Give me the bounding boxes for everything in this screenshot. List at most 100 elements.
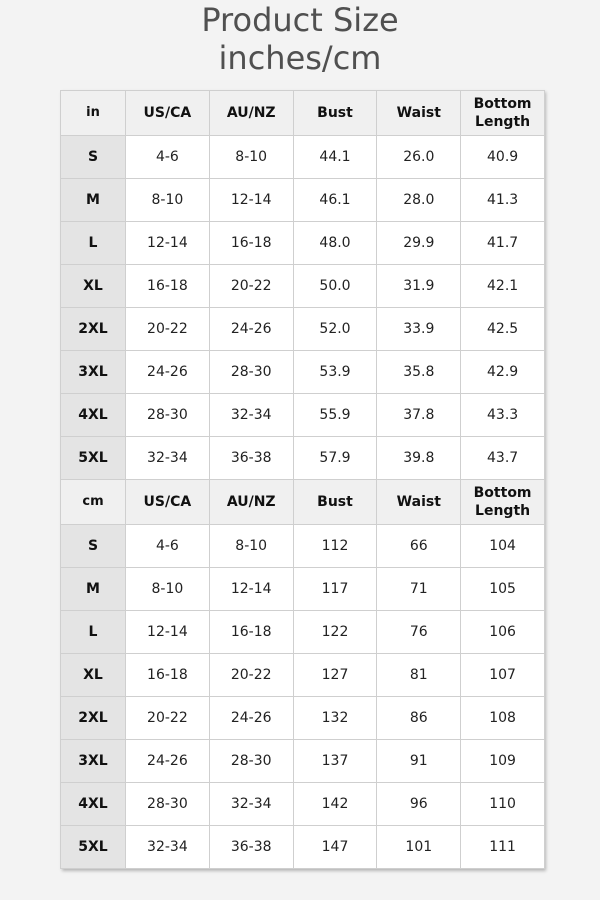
size-label: 4XL xyxy=(60,782,126,826)
table-cell: 4-6 xyxy=(125,524,210,568)
column-header: US/CA xyxy=(125,479,210,525)
table-row: 3XL 24-26 28-30 137 91 109 xyxy=(60,739,545,783)
size-label: 3XL xyxy=(60,350,126,394)
table-cell: 109 xyxy=(460,739,545,783)
table-cell: 24-26 xyxy=(208,696,294,740)
size-label: L xyxy=(60,610,126,654)
table-row: 5XL 32-34 36-38 147 101 111 xyxy=(60,825,545,869)
size-chart: in US/CA AU/NZ Bust Waist Bottom Length S 4-6 8-… xyxy=(60,90,545,869)
table-row: 4XL 28-30 32-34 55.9 37.8 43.3 xyxy=(60,393,545,437)
table-cell: 16-18 xyxy=(208,610,294,654)
table-cell: 32-34 xyxy=(208,782,294,826)
table-cell: 41.3 xyxy=(460,178,545,222)
table-cell: 8-10 xyxy=(208,135,294,179)
size-label: 4XL xyxy=(60,393,126,437)
table-cell: 20-22 xyxy=(208,653,294,697)
size-label: M xyxy=(60,567,126,611)
column-header: Bust xyxy=(292,479,378,525)
table-cell: 137 xyxy=(292,739,378,783)
table-cell: 42.5 xyxy=(460,307,545,351)
table-cell: 32-34 xyxy=(208,393,294,437)
table-cell: 71 xyxy=(376,567,462,611)
table-cell: 81 xyxy=(376,653,462,697)
table-cell: 147 xyxy=(292,825,378,869)
table-row: XL 16-18 20-22 50.0 31.9 42.1 xyxy=(60,264,545,308)
table-cell: 105 xyxy=(460,567,545,611)
header-row-in: in US/CA AU/NZ Bust Waist Bottom Length xyxy=(60,90,545,136)
table-cell: 31.9 xyxy=(376,264,462,308)
title-line-1: Product Size xyxy=(201,1,399,39)
table-cell: 16-18 xyxy=(208,221,294,265)
table-cell: 41.7 xyxy=(460,221,545,265)
table-cell: 127 xyxy=(292,653,378,697)
table-cell: 50.0 xyxy=(292,264,378,308)
table-cell: 43.3 xyxy=(460,393,545,437)
size-label: 5XL xyxy=(60,436,126,480)
table-cell: 106 xyxy=(460,610,545,654)
table-cell: 26.0 xyxy=(376,135,462,179)
table-cell: 112 xyxy=(292,524,378,568)
table-cell: 28-30 xyxy=(125,782,210,826)
table-cell: 55.9 xyxy=(292,393,378,437)
table-cell: 43.7 xyxy=(460,436,545,480)
table-cell: 86 xyxy=(376,696,462,740)
table-cell: 111 xyxy=(460,825,545,869)
table-cell: 57.9 xyxy=(292,436,378,480)
table-cell: 91 xyxy=(376,739,462,783)
table-cell: 37.8 xyxy=(376,393,462,437)
table-row: M 8-10 12-14 46.1 28.0 41.3 xyxy=(60,178,545,222)
column-header: Bottom Length xyxy=(460,479,545,525)
table-cell: 12-14 xyxy=(125,221,210,265)
table-cell: 48.0 xyxy=(292,221,378,265)
table-cell: 101 xyxy=(376,825,462,869)
column-header: AU/NZ xyxy=(208,90,294,136)
table-cell: 96 xyxy=(376,782,462,826)
table-cell: 16-18 xyxy=(125,653,210,697)
table-cell: 110 xyxy=(460,782,545,826)
size-label: 3XL xyxy=(60,739,126,783)
table-cell: 39.8 xyxy=(376,436,462,480)
table-cell: 12-14 xyxy=(208,178,294,222)
title-line-2: inches/cm xyxy=(218,39,382,77)
page-title: Product Size inches/cm xyxy=(0,0,600,77)
table-row: 2XL 20-22 24-26 132 86 108 xyxy=(60,696,545,740)
size-table: in US/CA AU/NZ Bust Waist Bottom Length S 4-6 8-… xyxy=(60,90,545,869)
unit-label: cm xyxy=(60,479,126,525)
size-label: L xyxy=(60,221,126,265)
table-cell: 76 xyxy=(376,610,462,654)
table-cell: 42.1 xyxy=(460,264,545,308)
size-label: XL xyxy=(60,653,126,697)
unit-label: in xyxy=(60,90,126,136)
table-cell: 29.9 xyxy=(376,221,462,265)
table-cell: 8-10 xyxy=(125,178,210,222)
table-cell: 53.9 xyxy=(292,350,378,394)
table-cell: 117 xyxy=(292,567,378,611)
table-cell: 32-34 xyxy=(125,825,210,869)
table-row: 4XL 28-30 32-34 142 96 110 xyxy=(60,782,545,826)
table-cell: 33.9 xyxy=(376,307,462,351)
table-cell: 12-14 xyxy=(208,567,294,611)
table-cell: 52.0 xyxy=(292,307,378,351)
table-cell: 122 xyxy=(292,610,378,654)
header-row-cm: cm US/CA AU/NZ Bust Waist Bottom Length xyxy=(60,479,545,525)
table-cell: 24-26 xyxy=(125,350,210,394)
column-header: Waist xyxy=(376,479,462,525)
table-row: L 12-14 16-18 48.0 29.9 41.7 xyxy=(60,221,545,265)
table-cell: 42.9 xyxy=(460,350,545,394)
size-label: 5XL xyxy=(60,825,126,869)
table-cell: 12-14 xyxy=(125,610,210,654)
table-row: S 4-6 8-10 112 66 104 xyxy=(60,524,545,568)
table-cell: 104 xyxy=(460,524,545,568)
table-cell: 28-30 xyxy=(208,739,294,783)
table-cell: 36-38 xyxy=(208,825,294,869)
table-cell: 66 xyxy=(376,524,462,568)
table-row: M 8-10 12-14 117 71 105 xyxy=(60,567,545,611)
table-cell: 8-10 xyxy=(208,524,294,568)
size-label: S xyxy=(60,524,126,568)
table-cell: 8-10 xyxy=(125,567,210,611)
table-cell: 40.9 xyxy=(460,135,545,179)
table-cell: 28-30 xyxy=(125,393,210,437)
column-header: Waist xyxy=(376,90,462,136)
table-cell: 142 xyxy=(292,782,378,826)
column-header: AU/NZ xyxy=(208,479,294,525)
